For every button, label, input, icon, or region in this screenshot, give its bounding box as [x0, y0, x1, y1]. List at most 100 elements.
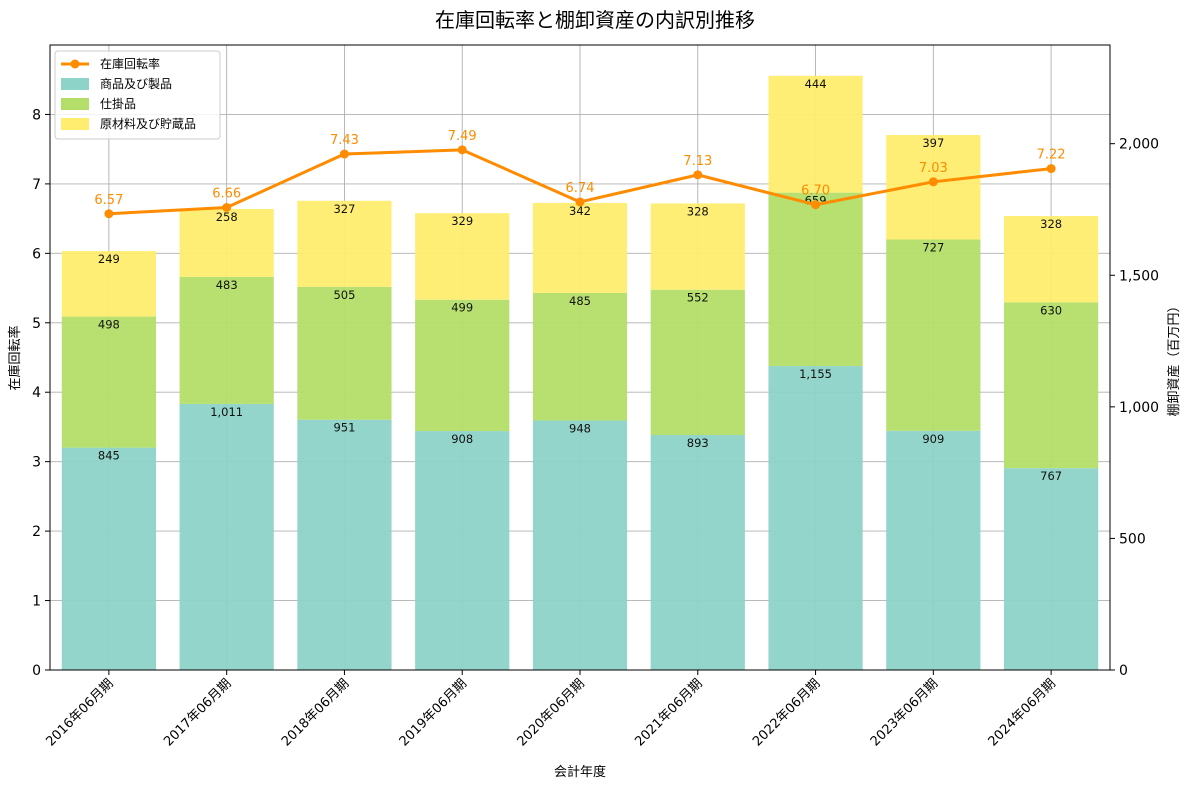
bar-value-label: 498	[98, 318, 120, 332]
bar-value-label: 893	[687, 436, 709, 450]
bar-segment-1	[179, 403, 274, 670]
y-left-tick-label: 3	[32, 455, 41, 471]
bar-value-label: 767	[1040, 469, 1062, 483]
y-axis-right-label: 棚卸資産（百万円）	[1166, 299, 1182, 416]
bar-segment-1	[61, 447, 156, 670]
legend-swatch	[61, 98, 89, 110]
turnover-point	[222, 203, 232, 212]
x-tick-label: 2020年06月期	[515, 676, 588, 749]
bar-segment-2	[1004, 302, 1099, 469]
turnover-point	[575, 197, 585, 207]
bar-value-label: 327	[333, 202, 355, 216]
y-left-tick-label: 5	[32, 316, 41, 332]
bar-segment-2	[61, 316, 156, 448]
y-right-tick-label: 1,000	[1119, 400, 1159, 416]
bar-segment-1	[886, 430, 981, 670]
turnover-point	[339, 149, 349, 159]
legend-label: 在庫回転率	[100, 56, 160, 71]
legend-label: 商品及び製品	[100, 76, 172, 91]
x-tick-label: 2016年06月期	[43, 676, 116, 749]
turnover-value-label: 7.22	[1037, 148, 1066, 163]
turnover-point	[811, 200, 821, 210]
bar-segment-3	[297, 200, 392, 287]
bar-value-label: 1,155	[799, 367, 832, 381]
bar-segment-1	[415, 431, 510, 670]
turnover-point	[928, 177, 938, 187]
y-left-tick-label: 4	[32, 385, 41, 401]
turnover-value-label: 7.13	[683, 154, 712, 169]
bar-labels-layer: 845 1,011 951 908 948 893 1,155 909 767 498 483 505…	[98, 77, 1062, 483]
x-tick-label: 2022年06月期	[750, 676, 823, 749]
bar-segment-1	[650, 435, 745, 670]
x-axis-label: 会計年度	[554, 764, 606, 780]
y-left-tick-label: 8	[32, 107, 41, 123]
chart-title: 在庫回転率と棚卸資産の内訳別推移	[435, 8, 755, 32]
bars-layer	[61, 75, 1099, 670]
y-left-tick-label: 6	[32, 246, 41, 262]
y-right-tick-label: 2,000	[1119, 137, 1159, 153]
legend-swatch-marker	[70, 59, 80, 69]
bar-segment-3	[179, 208, 274, 277]
legend-box	[54, 50, 221, 140]
bar-value-label: 505	[333, 288, 355, 302]
bar-value-label: 342	[569, 204, 591, 218]
y-right-tick-label: 0	[1119, 663, 1128, 679]
x-tick-label: 2024年06月期	[986, 676, 1059, 749]
x-tick-label: 2017年06月期	[161, 676, 234, 749]
y-left-tick-label: 0	[32, 663, 41, 679]
bar-value-label: 909	[922, 432, 944, 446]
y-right-tick-label: 1,500	[1119, 268, 1159, 284]
bar-segment-1	[768, 366, 863, 670]
x-tick-label: 2019年06月期	[397, 676, 470, 749]
bar-value-label: 499	[451, 301, 473, 315]
y-left-tick-label: 7	[32, 177, 41, 193]
bar-value-label: 727	[922, 240, 944, 254]
bar-segment-2	[532, 292, 628, 421]
bar-value-label: 249	[98, 252, 120, 266]
line-layer: 6.57 6.66 7.43 7.49 6.74 7.13 6.70 7.03 7.22	[94, 129, 1066, 219]
bar-value-label: 397	[922, 136, 944, 150]
bar-segment-2	[886, 239, 981, 431]
x-tick-label: 2023年06月期	[868, 676, 941, 749]
bar-segment-2	[179, 276, 274, 404]
turnover-point	[457, 145, 467, 155]
bar-segment-3	[768, 75, 863, 193]
bar-value-label: 951	[333, 421, 355, 435]
turnover-value-label: 7.43	[330, 133, 359, 148]
y-right-tick-label: 500	[1119, 531, 1146, 547]
bar-value-label: 630	[1040, 303, 1062, 317]
bar-value-label: 328	[687, 204, 709, 218]
bar-value-label: 1,011	[210, 405, 243, 419]
turnover-value-label: 6.70	[801, 184, 830, 199]
bar-value-label: 483	[216, 278, 238, 292]
legend-label: 原材料及び貯蔵品	[100, 117, 196, 131]
bar-value-label: 908	[451, 432, 473, 446]
legend-swatch	[61, 78, 89, 90]
bar-segment-1	[532, 420, 628, 670]
bar-segment-2	[768, 192, 863, 367]
bar-value-label: 444	[805, 77, 827, 91]
bar-value-label: 845	[98, 449, 120, 463]
bar-segment-2	[415, 299, 510, 432]
turnover-value-label: 6.74	[566, 181, 595, 196]
turnover-point	[693, 170, 703, 180]
bar-segment-2	[650, 289, 745, 435]
bar-segment-3	[1004, 216, 1099, 303]
bar-segment-3	[532, 202, 628, 293]
bar-value-label: 258	[216, 210, 238, 224]
bar-segment-2	[297, 286, 392, 420]
x-tick-label: 2021年06月期	[632, 676, 705, 749]
bar-value-label: 328	[1040, 217, 1062, 231]
bar-segment-3	[415, 213, 510, 300]
bar-segment-1	[297, 419, 392, 670]
y-axis-left-label: 在庫回転率	[7, 325, 23, 390]
turnover-value-label: 6.66	[212, 187, 241, 202]
y-left-tick-label: 1	[32, 594, 41, 610]
legend-label: 仕掛品	[100, 96, 136, 111]
x-tick-label: 2018年06月期	[279, 676, 352, 749]
y-left-tick-label: 2	[32, 524, 41, 540]
turnover-value-label: 7.49	[448, 129, 477, 144]
